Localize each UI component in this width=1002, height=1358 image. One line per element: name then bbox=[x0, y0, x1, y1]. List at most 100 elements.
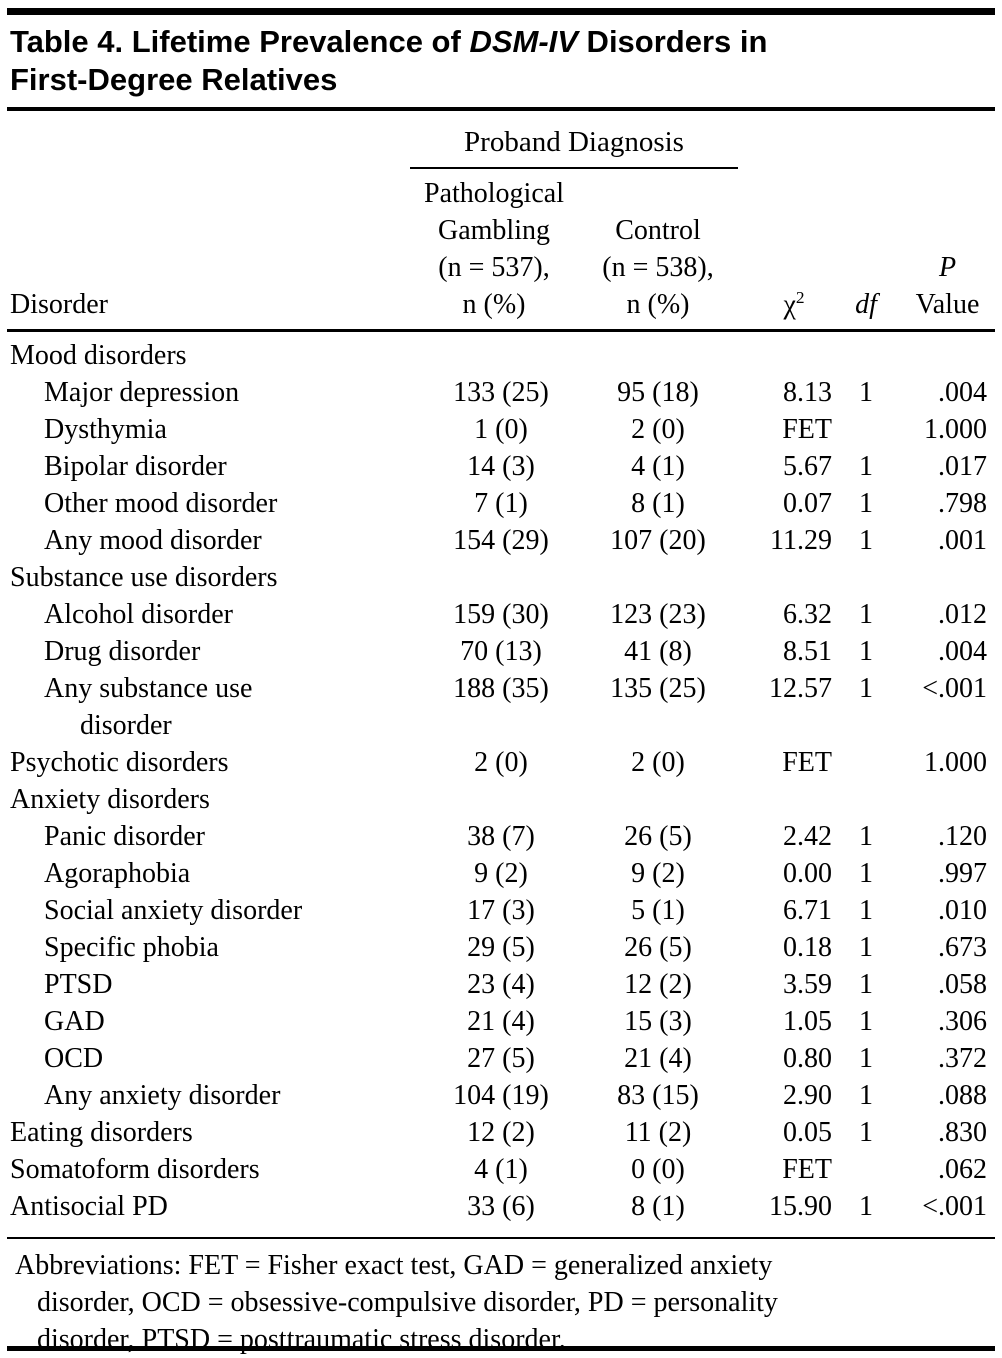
disorder-label-cell: Agoraphobia bbox=[44, 858, 191, 889]
p-value-column-header: P Value bbox=[900, 168, 996, 332]
table-header: Proband Diagnosis Disorder Pathological … bbox=[7, 111, 996, 332]
section-header-row: Substance use disorders bbox=[7, 559, 995, 596]
gambling-value-cell: 7 (1) bbox=[474, 488, 528, 519]
chi-square-value-cell: 0.80 bbox=[783, 1043, 833, 1074]
gambling-value-cell: 33 (6) bbox=[467, 1191, 535, 1222]
table-title: Table 4. Lifetime Prevalence of DSM-IV D… bbox=[10, 23, 995, 99]
control-value-cell: 26 (5) bbox=[624, 821, 692, 852]
control-value-cell: 5 (1) bbox=[631, 895, 685, 926]
control-value-cell: 8 (1) bbox=[631, 1191, 685, 1222]
gambling-value-cell: 133 (25) bbox=[453, 377, 549, 408]
control-value-cell: 15 (3) bbox=[624, 1006, 692, 1037]
disorder-label-cell: Major depression bbox=[44, 377, 240, 408]
chi-square-value-cell: 1.05 bbox=[783, 1006, 833, 1037]
chi-square-value-cell: 2.90 bbox=[783, 1080, 833, 1111]
df-column-header: df bbox=[832, 168, 901, 332]
disorder-label-cell: Mood disorders bbox=[10, 340, 187, 371]
df-value-cell: 1 bbox=[859, 673, 874, 704]
p-value-cell bbox=[900, 559, 995, 596]
df-value-cell: 1 bbox=[859, 451, 874, 482]
chi-square-value-cell bbox=[738, 781, 832, 818]
control-value-cell: 135 (25) bbox=[610, 673, 706, 704]
top-rule bbox=[7, 8, 995, 15]
proband-diagnosis-spanner: Proband Diagnosis bbox=[410, 111, 739, 169]
gambling-header-line: (n = 537), bbox=[438, 252, 550, 283]
p-value-cell: .004 bbox=[938, 377, 988, 408]
table-row: PTSD 23 (4) 12 (2) 3.59 1 .058 bbox=[7, 966, 995, 1003]
p-value-cell: 1.000 bbox=[924, 747, 988, 778]
p-value-cell: .017 bbox=[938, 451, 988, 482]
disorder-label-cell: Social anxiety disorder bbox=[44, 895, 303, 926]
p-value-cell: .120 bbox=[938, 821, 988, 852]
disorder-label-cell: Dysthymia bbox=[44, 414, 167, 445]
table-row: Somatoform disorders 4 (1) 0 (0) FET .062 bbox=[7, 1151, 995, 1188]
disorder-label-cell: GAD bbox=[44, 1006, 105, 1037]
table-row: Antisocial PD 33 (6) 8 (1) 15.90 1 <.001 bbox=[7, 1188, 995, 1225]
disorder-label-cell: OCD bbox=[44, 1043, 104, 1074]
table-row: Dysthymia 1 (0) 2 (0) FET 1.000 bbox=[7, 411, 995, 448]
disorder-label-cell: Antisocial PD bbox=[10, 1191, 168, 1222]
table-row: Agoraphobia 9 (2) 9 (2) 0.00 1 .997 bbox=[7, 855, 995, 892]
disorder-label-cell: PTSD bbox=[44, 969, 113, 1000]
title-line-2: First-Degree Relatives bbox=[10, 62, 338, 97]
prevalence-table: Proband Diagnosis Disorder Pathological … bbox=[7, 111, 996, 1225]
control-value-cell: 4 (1) bbox=[631, 451, 685, 482]
df-value-cell: 1 bbox=[859, 1080, 874, 1111]
p-header-label: P bbox=[938, 252, 957, 283]
control-value-cell: 0 (0) bbox=[631, 1154, 685, 1185]
control-value-cell: 123 (23) bbox=[610, 599, 706, 630]
chi-square-value-cell bbox=[738, 331, 832, 375]
p-value-cell: .997 bbox=[938, 858, 988, 889]
table-row: Any substance use disorder 188 (35) 135 (25… bbox=[7, 670, 995, 744]
table-row: Any mood disorder 154 (29) 107 (20) 11.29 1.… bbox=[7, 522, 995, 559]
chi-symbol: χ bbox=[783, 289, 796, 320]
chi-square-value-cell: 5.67 bbox=[783, 451, 833, 482]
df-value-cell: 1 bbox=[859, 821, 874, 852]
p-value-cell bbox=[900, 781, 995, 818]
gambling-value-cell: 21 (4) bbox=[467, 1006, 535, 1037]
disorder-label-cell: Eating disorders bbox=[10, 1117, 193, 1148]
gambling-value-cell: 104 (19) bbox=[453, 1080, 549, 1111]
chi-square-value-cell: 15.90 bbox=[769, 1191, 833, 1222]
p-value-cell bbox=[900, 331, 995, 375]
df-value-cell bbox=[832, 559, 900, 596]
chi-square-column-header: χ2 bbox=[738, 168, 833, 332]
chi-square-value-cell: 3.59 bbox=[783, 969, 833, 1000]
gambling-value-cell bbox=[410, 559, 578, 596]
control-value-cell bbox=[578, 781, 738, 818]
bottom-rule bbox=[7, 1346, 995, 1351]
df-value-cell bbox=[832, 331, 900, 375]
gambling-value-cell bbox=[410, 781, 578, 818]
title-line-1: Table 4. Lifetime Prevalence of DSM-IV D… bbox=[10, 23, 995, 61]
df-value-cell bbox=[832, 411, 900, 448]
df-value-cell: 1 bbox=[859, 377, 874, 408]
df-value-cell: 1 bbox=[859, 525, 874, 556]
chi-square-value-cell: 0.05 bbox=[783, 1117, 833, 1148]
p-value-cell: .088 bbox=[938, 1080, 988, 1111]
spanner-spacer bbox=[7, 111, 410, 168]
df-value-cell: 1 bbox=[859, 1117, 874, 1148]
df-value-cell bbox=[832, 1151, 900, 1188]
df-value-cell: 1 bbox=[859, 1006, 874, 1037]
control-column-header: Control (n = 538), n (%) bbox=[578, 168, 739, 332]
gambling-value-cell: 14 (3) bbox=[467, 451, 535, 482]
disorder-label-cell: Psychotic disorders bbox=[10, 747, 229, 778]
df-value-cell bbox=[832, 781, 900, 818]
df-value-cell: 1 bbox=[859, 969, 874, 1000]
disorder-label-cell: Any substance use disorder bbox=[44, 673, 253, 741]
gambling-value-cell: 17 (3) bbox=[467, 895, 535, 926]
p-value-cell: .830 bbox=[938, 1117, 988, 1148]
footnote: Abbreviations: FET = Fisher exact test, … bbox=[7, 1237, 995, 1358]
p-value-cell: .673 bbox=[938, 932, 988, 963]
table-row: Major depression 133 (25) 95 (18) 8.13 1 .004 bbox=[7, 374, 995, 411]
gambling-value-cell: 188 (35) bbox=[453, 673, 549, 704]
p-value-cell: 1.000 bbox=[924, 414, 988, 445]
disorder-label-cell: Drug disorder bbox=[44, 636, 201, 667]
df-value-cell bbox=[832, 744, 900, 781]
control-header-line: Control bbox=[615, 215, 701, 246]
p-value-cell: .001 bbox=[938, 525, 988, 556]
gambling-value-cell: 29 (5) bbox=[467, 932, 535, 963]
table-row: Specific phobia 29 (5) 26 (5) 0.18 1 .673 bbox=[7, 929, 995, 966]
value-header-label: Value bbox=[915, 289, 980, 320]
gambling-value-cell: 27 (5) bbox=[467, 1043, 535, 1074]
